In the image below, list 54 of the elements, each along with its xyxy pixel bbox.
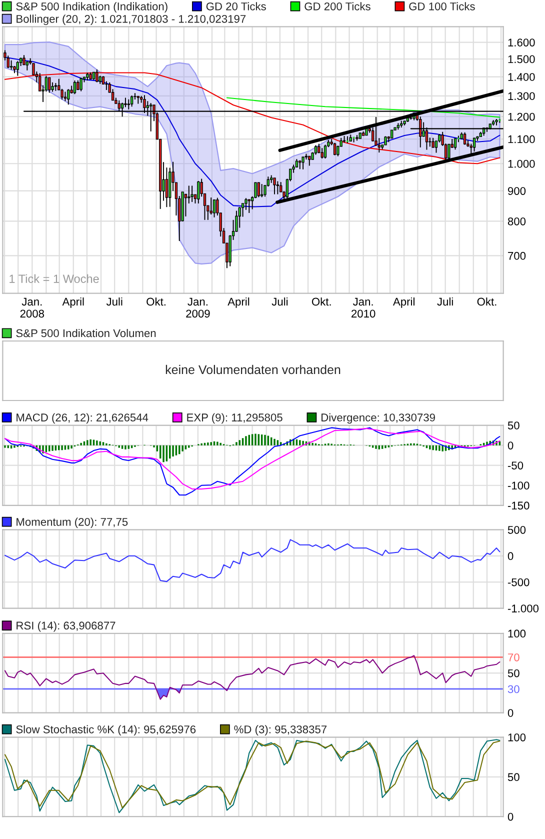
y-tick-label: 0	[508, 812, 514, 821]
y-tick-label: 1.500	[508, 55, 535, 64]
y-tick-label: 0	[508, 442, 514, 450]
y-tick-label: 0	[508, 709, 514, 717]
x-tick-label: Juli	[437, 297, 453, 306]
legend-label: %D (3): 95,338357	[234, 725, 327, 736]
legend-label: RSI (14): 63,906877	[16, 621, 116, 632]
legend-label: EXP (9): 11,295805	[187, 413, 282, 424]
y-tick-label: 1.000	[508, 160, 535, 168]
x-tick-label: Juli	[272, 297, 288, 306]
text: keine Volumendaten vorhanden	[166, 364, 340, 374]
x-tick-label: Okt.	[312, 297, 331, 306]
y-tick-label: -50	[508, 462, 524, 470]
x-tick-label: Jan. 2010	[352, 298, 376, 318]
y-tick-label: 1.200	[508, 112, 535, 121]
y-tick-label: 50	[508, 773, 520, 782]
y-tick-label: -1.000	[508, 604, 539, 612]
x-tick-label: April	[392, 297, 414, 308]
y-tick-label: 70	[508, 653, 520, 662]
x-tick-label: April	[62, 297, 84, 308]
x-tick-label: Okt.	[477, 297, 496, 306]
y-tick-label: 1.600	[508, 38, 535, 46]
legend-label: GD 100 Ticks	[409, 2, 475, 10]
y-tick-label: 100	[508, 733, 526, 742]
legend-label: Momentum (20): 77,75	[16, 518, 128, 528]
y-tick-label: -500	[508, 578, 530, 586]
legend-label: GD 20 Ticks	[206, 2, 266, 10]
y-tick-label: 700	[508, 252, 526, 260]
y-tick-label: 100	[508, 630, 526, 638]
y-tick-label: -100	[508, 482, 530, 490]
legend-label: GD 200 Ticks	[304, 2, 370, 10]
legend-label: MACD (26, 12): 21,626544	[16, 413, 148, 424]
y-tick-label: 1.300	[508, 92, 535, 100]
legend-label: S&P 500 Indikation (Indikation)	[16, 2, 168, 13]
legend-label: Slow Stochastic %K (14): 95,625976	[16, 725, 196, 736]
y-tick-label: 1.100	[508, 135, 535, 144]
y-tick-label: 500	[508, 526, 526, 534]
legend-label: Bollinger (20, 2): 1.021,701803 - 1.210,023197	[16, 14, 246, 26]
x-tick-label: April	[228, 297, 250, 308]
x-tick-label: Juli	[106, 297, 122, 306]
y-tick-label: 800	[508, 217, 526, 226]
legend-label: S&P 500 Indikation Volumen	[16, 328, 156, 338]
x-tick-label: Okt.	[146, 297, 166, 306]
x-tick-label: Jan. 2008	[20, 298, 44, 318]
x-tick-label: Jan. 2009	[186, 298, 210, 318]
y-tick-label: -150	[508, 502, 530, 510]
annotation: 1 Tick = 1 Woche	[10, 274, 99, 283]
y-tick-label: 50	[508, 669, 520, 678]
y-tick-label: 0	[508, 552, 514, 560]
y-tick-label: 50	[508, 422, 520, 430]
y-tick-label: 900	[508, 187, 526, 195]
y-tick-label: 1.400	[508, 73, 535, 81]
legend-label: Divergence: 10,330739	[322, 413, 435, 424]
y-tick-label: 30	[508, 685, 520, 694]
